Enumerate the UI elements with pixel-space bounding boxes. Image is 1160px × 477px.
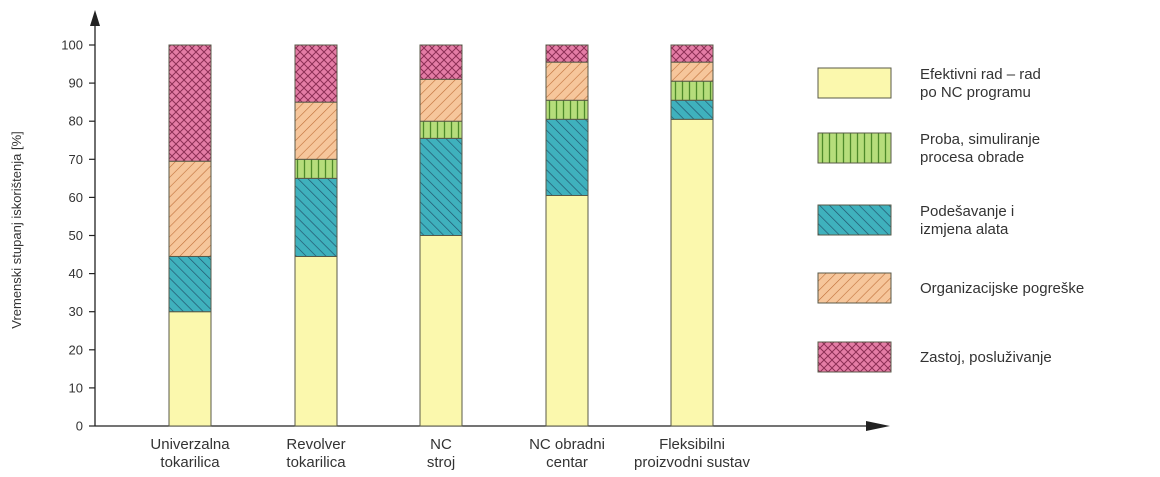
legend-label-organizacijske: Organizacijske pogreške [920,280,1084,297]
bar-segment-organizacijske [168,160,212,257]
bar-segment-zastoj [419,44,463,80]
legend-label-line: Organizacijske pogreške [920,280,1084,297]
y-axis-title: Vremenski stupanj iskorištenja [%] [9,131,24,329]
y-axis-arrow [90,10,100,26]
legend-label-line: Proba, simuliranje [920,131,1040,148]
bar-segment-proba [670,80,714,101]
bar-segment-podesavanje [545,118,589,196]
bar-segment-organizacijske [670,61,714,82]
category-label: Fleksibilni proizvodni sustav [634,436,750,471]
legend-swatch-proba [817,132,892,164]
category-label-line: stroj [427,454,455,471]
x-axis-arrow [866,421,890,431]
legend-swatch-zastoj [817,341,892,373]
legend-swatch-efektivni [817,67,892,99]
y-tick-label: 10 [69,380,83,395]
y-tick-label: 30 [69,304,83,319]
legend-label-line: izmjena alata [920,221,1009,238]
legend-label-proba: Proba, simuliranje procesa obrade [920,131,1040,166]
legend: Efektivni rad – rad po NC programu Proba, … [817,66,1084,373]
category-label: NC stroj [427,436,455,471]
bar-segment-podesavanje [670,99,714,120]
legend-swatch-podesavanje [817,204,892,236]
bar-segment-efektivni [545,194,589,427]
bar-segment-zastoj [670,44,714,63]
category-label-line: tokarilica [160,454,220,471]
bar-segment-organizacijske [419,78,463,122]
category-label-line: Univerzalna [150,436,230,453]
y-tick-label: 20 [69,342,83,357]
y-tick-label: 70 [69,152,83,167]
bar-segment-podesavanje [294,177,338,257]
bar-segment-podesavanje [168,255,212,313]
category-label-line: NC [430,436,452,453]
category-label-line: centar [546,454,588,471]
bars [168,44,714,427]
y-tick-label: 100 [61,38,83,53]
legend-label-line: po NC programu [920,84,1031,101]
y-axis-ticks: 0 10 20 30 40 50 60 70 80 90 100 [61,38,95,434]
category-label: Revolver tokarilica [286,436,346,471]
category-label: Univerzalna tokarilica [150,436,230,471]
category-label-line: NC obradni [529,436,605,453]
category-label-line: tokarilica [286,454,346,471]
legend-label-zastoj: Zastoj, posluživanje [920,349,1052,366]
y-tick-label: 0 [76,419,83,434]
y-tick-label: 80 [69,114,83,129]
legend-label-efektivni: Efektivni rad – rad po NC programu [920,66,1041,101]
legend-label-line: Podešavanje i [920,203,1014,220]
category-label-line: proizvodni sustav [634,454,750,471]
y-tick-label: 90 [69,76,83,91]
bar-segment-zastoj [168,44,212,162]
y-tick-label: 40 [69,266,83,281]
legend-label-line: procesa obrade [920,149,1024,166]
bar-segment-efektivni [294,255,338,427]
bar-segment-efektivni [670,118,714,427]
bar-segment-zastoj [545,44,589,63]
bar-segment-podesavanje [419,137,463,236]
bar-segment-efektivni [419,235,463,427]
bar-segment-proba [419,120,463,139]
legend-label-podesavanje: Podešavanje i izmjena alata [920,203,1014,238]
bar-segment-organizacijske [294,101,338,160]
bar-segment-efektivni [168,311,212,427]
legend-label-line: Zastoj, posluživanje [920,349,1052,366]
y-tick-label: 60 [69,190,83,205]
category-label: NC obradni centar [529,436,605,471]
legend-swatch-organizacijske [817,272,892,304]
y-tick-label: 50 [69,228,83,243]
legend-label-line: Efektivni rad – rad [920,66,1041,83]
category-label-line: Revolver [286,436,345,453]
bar-segment-zastoj [294,44,338,103]
bar-segment-organizacijske [545,61,589,101]
bar-segment-proba [294,158,338,179]
bar-segment-proba [545,99,589,120]
category-label-line: Fleksibilni [659,436,725,453]
